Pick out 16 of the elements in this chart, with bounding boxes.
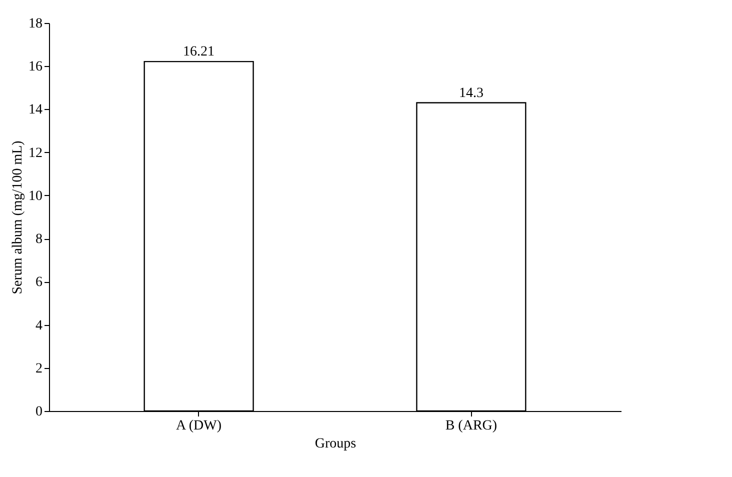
y-tick-label: 6 <box>36 275 42 290</box>
y-tick-label: 10 <box>28 188 42 204</box>
y-tick-label: 8 <box>36 232 42 248</box>
y-tick-label: 16 <box>28 60 42 75</box>
x-axis-title: Groups <box>314 436 356 452</box>
y-axis-title: Serum album (mg/100 mL) <box>10 140 26 294</box>
y-tick-label: 2 <box>36 361 42 376</box>
data-label: 16.21 <box>183 44 215 60</box>
x-tick-label: B (ARG) <box>445 418 498 434</box>
y-tick-label: 18 <box>28 16 42 32</box>
data-label: 14.3 <box>458 86 484 101</box>
y-tick-label: 0 <box>36 404 42 420</box>
y-tick-label: 14 <box>28 102 42 118</box>
x-tick-label: A (DW) <box>176 418 222 434</box>
y-tick-label: 4 <box>36 318 42 334</box>
y-tick-label: 12 <box>28 146 42 161</box>
